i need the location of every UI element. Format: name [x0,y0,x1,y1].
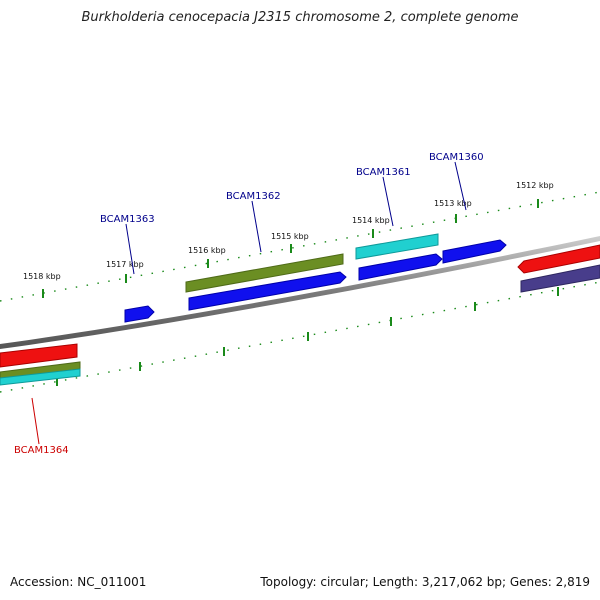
gene-blue-1360 [442,239,507,264]
kbp-label-1517: 1517 kbp [106,260,144,269]
gene-cyan-bcam1361 [355,233,439,260]
gene-bcam1363-blue [124,305,155,323]
gene-label-bcam1360: BCAM1360 [429,152,484,163]
kbp-label-1513: 1513 kbp [434,199,472,208]
left-features[interactable] [0,343,81,386]
kbp-label-1512: 1512 kbp [516,181,554,190]
gene-label-bcam1362: BCAM1362 [226,191,281,202]
gene-label-bcam1364: BCAM1364 [14,445,69,456]
genome-backbone [0,236,600,349]
gene-bcam1364-red [0,343,78,368]
kbp-label-1518: 1518 kbp [23,272,61,281]
gene-navy-right [520,264,600,293]
gene-blue-1361 [358,253,443,281]
gene-red-right [517,244,600,274]
topology-text: Topology: circular; Length: 3,217,062 bp… [260,575,590,589]
gene-bcam1362-olive [185,253,344,293]
accession-text: Accession: NC_011001 [10,575,147,589]
gene-labels[interactable]: BCAM1360 BCAM1361 BCAM1362 BCAM1363 BCAM… [14,152,484,456]
map-title: Burkholderia cenocepacia J2315 chromosom… [81,10,519,25]
kbp-label-1516: 1516 kbp [188,246,226,255]
gene-cyan-left [0,368,81,386]
upper-tick-ruler [0,191,600,302]
kbp-label-1514: 1514 kbp [352,216,390,225]
kbp-label-1515: 1515 kbp [271,232,309,241]
gene-bcam1362-blue [188,271,347,311]
forward-features[interactable] [124,233,600,323]
gene-label-bcam1361: BCAM1361 [356,167,411,178]
kbp-labels: 1512 kbp 1513 kbp 1514 kbp 1515 kbp 1516… [23,181,554,281]
gene-label-bcam1363: BCAM1363 [100,214,155,225]
